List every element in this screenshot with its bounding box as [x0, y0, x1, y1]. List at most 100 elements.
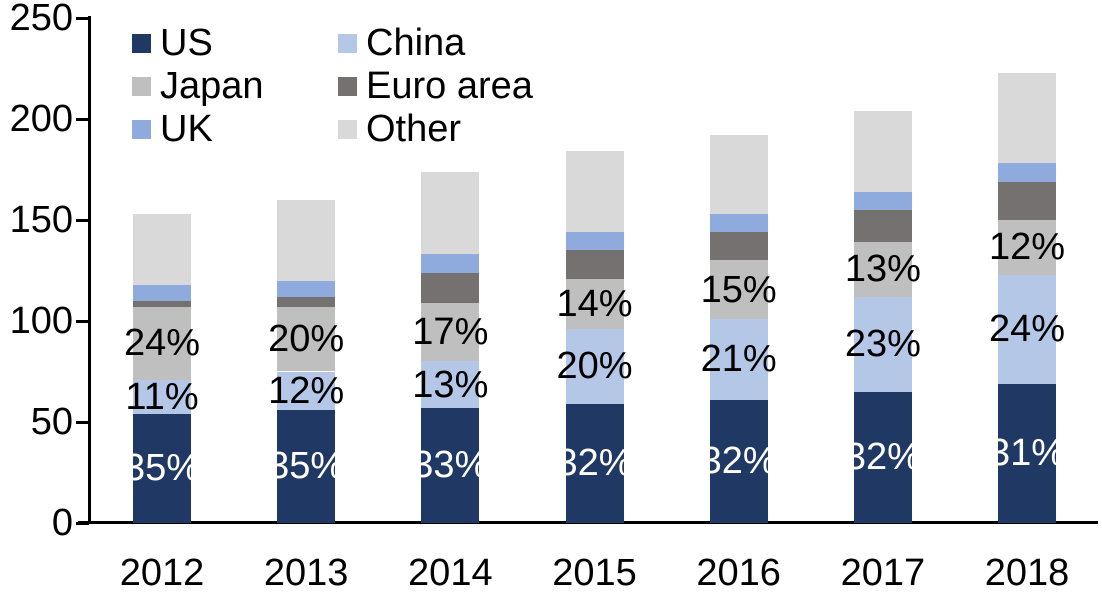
segment-japan-2015 — [565, 278, 624, 330]
segment-label-china-2015: 20% — [556, 345, 633, 388]
x-tick-label-2018: 2018 — [984, 552, 1070, 594]
segment-other-2018 — [998, 72, 1057, 164]
segment-japan-2012 — [133, 306, 191, 380]
segment-other-2015 — [565, 151, 624, 233]
segment-label-japan-2013: 20% — [268, 318, 345, 361]
segment-label-china-2012: 11% — [125, 375, 199, 418]
y-tick-label-250: 250 — [9, 0, 73, 39]
legend-swatch-uk — [132, 119, 151, 139]
segment-label-us-2018: 31% — [988, 432, 1066, 475]
legend-swatch-china — [338, 33, 357, 53]
segment-uk-2013 — [277, 280, 336, 297]
x-tick-label-2012: 2012 — [119, 552, 205, 594]
x-tick-label-2016: 2016 — [696, 552, 781, 594]
segment-euro-area-2015 — [565, 250, 624, 279]
segment-uk-2015 — [565, 232, 624, 251]
segment-label-china-2016: 21% — [700, 338, 777, 381]
segment-euro-area-2012 — [133, 300, 191, 307]
legend-swatch-euro-area — [338, 76, 357, 96]
y-tick-50 — [76, 420, 89, 424]
segment-china-2017 — [853, 296, 912, 392]
legend-label-euro-area: Euro area — [366, 65, 533, 107]
y-tick-250 — [76, 16, 89, 20]
x-tick-label-2013: 2013 — [263, 552, 349, 594]
legend-label-us: US — [160, 22, 213, 64]
segment-euro-area-2016 — [709, 232, 768, 261]
y-tick-label-0: 0 — [51, 502, 73, 544]
legend-swatch-japan — [132, 76, 151, 96]
segment-other-2014 — [421, 171, 480, 255]
segment-japan-2018 — [998, 220, 1057, 275]
y-tick-label-50: 50 — [30, 401, 73, 443]
segment-japan-2016 — [709, 260, 768, 319]
segment-china-2016 — [709, 318, 768, 400]
y-tick-label-200: 200 — [9, 98, 73, 140]
segment-china-2018 — [998, 274, 1057, 384]
segment-china-2015 — [565, 329, 624, 404]
x-tick-label-2017: 2017 — [840, 552, 926, 594]
segment-us-2013 — [277, 409, 336, 523]
segment-uk-2018 — [998, 163, 1057, 182]
segment-label-japan-2017: 13% — [844, 248, 921, 291]
y-tick-150 — [76, 218, 89, 222]
segment-label-us-2012: 35% — [123, 447, 201, 490]
segment-uk-2017 — [853, 191, 912, 210]
segment-label-us-2013: 35% — [268, 445, 345, 488]
segment-label-japan-2012: 24% — [123, 322, 201, 365]
y-tick-label-100: 100 — [9, 300, 73, 342]
legend-swatch-other — [338, 119, 357, 139]
segment-japan-2014 — [421, 302, 480, 362]
segment-other-2013 — [277, 199, 336, 281]
legend-label-uk: UK — [160, 108, 213, 150]
y-tick-label-150: 150 — [9, 199, 73, 241]
segment-label-china-2014: 13% — [412, 363, 489, 406]
x-tick-label-2014: 2014 — [408, 552, 493, 594]
segment-label-us-2016: 32% — [700, 440, 777, 483]
segment-euro-area-2014 — [421, 272, 480, 303]
legend-label-other: Other — [366, 108, 462, 150]
segment-us-2014 — [421, 407, 480, 523]
segment-other-2016 — [709, 135, 768, 214]
segment-label-china-2013: 12% — [268, 369, 345, 412]
segment-label-china-2017: 23% — [844, 323, 921, 366]
segment-euro-area-2013 — [277, 296, 336, 307]
segment-other-2017 — [853, 110, 912, 192]
segment-label-us-2015: 32% — [556, 442, 633, 485]
segment-label-china-2018: 24% — [988, 308, 1066, 351]
x-tick-label-2015: 2015 — [552, 552, 637, 594]
segment-uk-2016 — [709, 213, 768, 233]
segment-euro-area-2017 — [853, 209, 912, 243]
segment-label-japan-2014: 17% — [412, 311, 489, 354]
segment-label-japan-2018: 12% — [988, 226, 1066, 269]
segment-us-2016 — [709, 399, 768, 523]
segment-uk-2014 — [421, 254, 480, 273]
segment-uk-2012 — [133, 284, 191, 301]
segment-label-us-2014: 33% — [412, 444, 489, 487]
segment-label-japan-2015: 14% — [556, 282, 633, 325]
legend-label-china: China — [366, 22, 466, 64]
segment-china-2013 — [277, 371, 336, 410]
segment-china-2014 — [421, 361, 480, 408]
segment-label-us-2017: 32% — [844, 436, 921, 479]
segment-euro-area-2018 — [998, 181, 1057, 220]
legend-label-japan: Japan — [160, 65, 264, 107]
segment-us-2018 — [998, 383, 1057, 523]
y-axis-line — [88, 16, 91, 524]
segment-other-2012 — [133, 213, 191, 285]
y-tick-100 — [76, 319, 89, 323]
legend-swatch-us — [132, 33, 151, 53]
y-tick-0 — [76, 521, 89, 525]
y-tick-200 — [76, 117, 89, 121]
segment-label-japan-2016: 15% — [700, 268, 777, 311]
segment-japan-2013 — [277, 306, 336, 372]
segment-japan-2017 — [853, 242, 912, 297]
segment-china-2012 — [133, 379, 191, 414]
segment-us-2015 — [565, 403, 624, 523]
segment-us-2012 — [133, 413, 191, 523]
segment-us-2017 — [853, 391, 912, 523]
